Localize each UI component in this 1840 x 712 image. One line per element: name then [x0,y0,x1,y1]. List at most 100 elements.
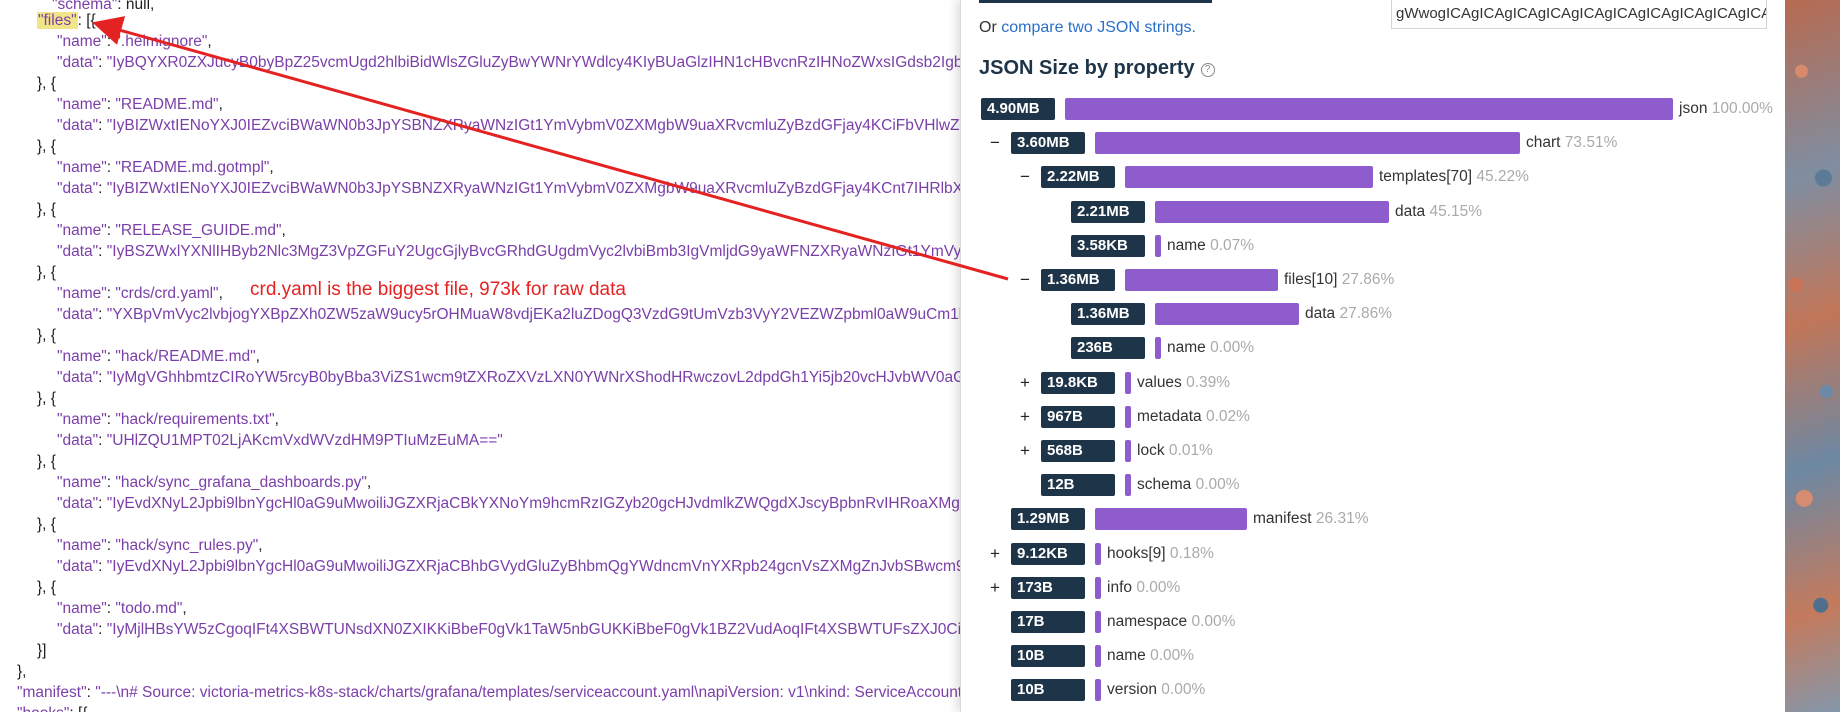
code-line: "name": "crds/crd.yaml", [57,283,223,304]
expand-toggle[interactable]: + [1020,441,1030,460]
code-token: , [366,474,372,491]
code-token: : [106,348,116,365]
property-percent: 100.00% [1711,100,1773,117]
code-token: "name" [57,537,107,554]
code-line: "manifest": "---\n# Source: victoria-met… [17,682,962,703]
property-label: name 0.07% [1167,235,1254,257]
expand-toggle[interactable]: + [1020,373,1030,392]
size-bar [1065,98,1673,120]
size-row: +568B lock 0.01% [981,440,1771,462]
size-row: −3.60MB chart 73.51% [981,132,1771,154]
property-percent: 27.86% [1341,271,1395,288]
collapse-toggle[interactable]: − [990,133,1000,152]
code-token: : [98,495,107,512]
size-badge: 967B [1041,406,1115,428]
code-token: }, [17,663,27,680]
property-label: version 0.00% [1107,679,1205,701]
expand-toggle[interactable]: + [1020,407,1030,426]
size-badge: 4.90MB [981,98,1055,120]
property-label: json 100.00% [1679,98,1773,120]
code-token: : [98,180,107,197]
code-token: "todo.md" [115,600,183,617]
code-token: "IyEvdXNyL2Jpbi9lbnYgcHl0aG9uMwoiliJGZXR… [106,558,962,575]
code-token: "IyMgVGhhbmtzCIRoYW5rcyB0byBba3ViZS1wcm9… [106,369,962,386]
size-badge: 3.60MB [1011,132,1085,154]
code-token: "name" [57,33,107,50]
code-token: : [98,369,107,386]
code-line: }, { [37,199,56,220]
code-line: }, { [37,451,56,472]
code-line: }, { [37,577,56,598]
property-label: schema 0.00% [1137,474,1240,496]
help-icon[interactable]: ? [1200,63,1215,77]
code-line: "hooks": [{ [17,703,87,712]
code-line: "name": "README.md", [57,94,223,115]
property-name: info [1107,579,1132,596]
property-label: name 0.00% [1167,337,1254,359]
property-percent: 45.15% [1429,203,1483,220]
code-token: "data" [57,180,99,197]
code-line: "name": "hack/sync_rules.py", [57,535,263,556]
expand-toggle[interactable]: + [990,544,1000,563]
property-label: info 0.00% [1107,577,1180,599]
size-bar [1095,543,1101,565]
code-line: "data": "IyBIZWxtIENoYXJ0IEZvciBWaWN0b3J… [57,178,962,199]
property-percent: 0.00% [1210,339,1255,356]
size-badge: 2.21MB [1071,201,1145,223]
code-token: "data" [57,495,99,512]
property-name: name [1107,647,1146,664]
property-percent: 0.00% [1150,647,1195,664]
code-line: "data": "IyMgVGhhbmtzCIRoYW5rcyB0byBba3V… [57,367,962,388]
size-row: 1.29MB manifest 26.31% [981,508,1771,530]
property-percent: 0.39% [1186,374,1231,391]
collapse-toggle[interactable]: − [1020,167,1030,186]
size-bar [1095,508,1247,530]
size-row: 236B name 0.00% [981,337,1771,359]
size-bar [1155,235,1161,257]
compare-prefix: Or [979,19,1002,36]
code-token: "data" [57,558,99,575]
code-line: "data": "IyBSZWxlYXNlIHByb2Nlc3MgZ3VpZGF… [57,241,962,262]
size-row: 4.90MB json 100.00% [981,98,1773,120]
property-label: metadata 0.02% [1137,406,1250,428]
code-token: "YXBpVmVyc2lvbjogYXBpZXh0ZW5zaW9ucy5rOHM… [106,306,962,323]
code-token: : [{ [77,12,96,29]
size-badge: 3.58KB [1071,235,1145,257]
property-percent: 0.02% [1205,408,1250,425]
expand-toggle[interactable]: + [990,578,1000,597]
property-percent: 0.07% [1210,237,1255,254]
code-line: "name": "hack/README.md", [57,346,260,367]
property-name: version [1107,681,1157,698]
size-bar [1125,269,1278,291]
size-bar [1125,406,1131,428]
code-token: : [98,558,107,575]
code-token: "name" [57,159,107,176]
code-line: }, { [37,325,56,346]
code-line: }, { [37,262,56,283]
code-token: "data" [57,243,99,260]
highlighted-key: "files" [37,12,78,29]
code-token: "name" [57,411,107,428]
compare-json-link[interactable]: compare two JSON strings. [1001,19,1196,36]
size-row: 12B schema 0.00% [981,474,1771,496]
collapse-toggle[interactable]: − [1020,270,1030,289]
code-token: : [98,432,107,449]
size-bar [1125,166,1373,188]
code-token: , [218,96,223,113]
property-label: name 0.00% [1107,645,1194,667]
code-token: : [86,684,96,701]
code-line: }, { [37,388,56,409]
property-name: values [1137,374,1182,391]
code-token: }, { [37,264,56,281]
size-badge: 9.12KB [1011,543,1085,565]
code-token: , [274,411,279,428]
base64-input-preview[interactable]: gWwogICAgICAgICAgICAgICAgICAgICAgICAgICA… [1391,0,1767,29]
property-percent: 0.18% [1169,545,1214,562]
size-row: 1.36MB data 27.86% [981,303,1771,325]
json-size-heading: JSON Size by property? [979,57,1215,80]
property-name: namespace [1107,613,1188,630]
code-line: "data": "IyBIZWxtIENoYXJ0IEZvciBWaWN0b3J… [57,115,962,136]
code-token: "data" [57,117,99,134]
code-token: : [98,306,107,323]
size-row: +19.8KB values 0.39% [981,372,1771,394]
